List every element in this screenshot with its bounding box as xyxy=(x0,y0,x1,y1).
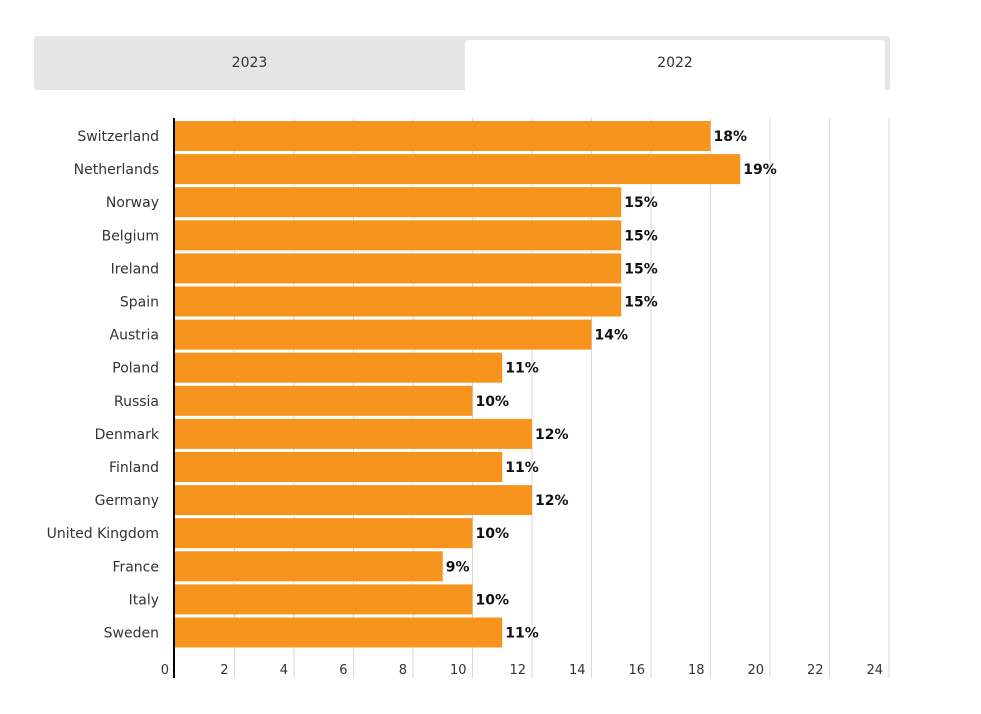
data-label: 9% xyxy=(446,559,470,575)
x-tick-label: 22 xyxy=(807,663,824,678)
tab-2023[interactable]: 2023 xyxy=(231,55,268,71)
data-label: 10% xyxy=(476,394,510,410)
x-tick-label: 20 xyxy=(747,663,764,678)
data-label: 12% xyxy=(535,427,569,443)
x-tick-label: 2 xyxy=(220,663,228,678)
category-label: Denmark xyxy=(95,427,160,443)
tab-2022[interactable]: 2022 xyxy=(465,40,885,90)
year-tabs: 2023 2022 xyxy=(34,36,890,90)
bar xyxy=(175,551,443,582)
bar xyxy=(175,187,622,218)
data-label: 10% xyxy=(476,592,510,608)
data-label: 11% xyxy=(505,626,539,642)
category-label: Belgium xyxy=(102,228,159,244)
data-label: 15% xyxy=(624,295,658,311)
bar xyxy=(175,319,592,350)
x-tick-label: 4 xyxy=(280,663,288,678)
x-tick-label: 6 xyxy=(339,663,347,678)
bar xyxy=(175,452,503,482)
x-tick-label: 18 xyxy=(688,663,705,678)
x-tick-label: 10 xyxy=(450,663,467,678)
category-label: Finland xyxy=(109,460,159,476)
category-label: Norway xyxy=(106,195,159,211)
category-label: Netherlands xyxy=(74,162,159,178)
data-label: 12% xyxy=(535,493,569,509)
data-label: 14% xyxy=(595,328,629,344)
bar xyxy=(175,220,622,251)
bar xyxy=(175,352,503,383)
x-tick-label: 24 xyxy=(866,663,883,678)
bar xyxy=(175,385,473,416)
category-label: Italy xyxy=(129,592,159,608)
data-label: 11% xyxy=(505,361,539,377)
x-tick-label: 8 xyxy=(399,663,407,678)
data-label: 19% xyxy=(743,162,777,178)
x-tick-label: 14 xyxy=(569,663,586,678)
category-label: Sweden xyxy=(104,626,159,642)
x-tick-label: 0 xyxy=(161,663,169,678)
category-label: Switzerland xyxy=(77,129,159,145)
category-label: Poland xyxy=(112,361,159,377)
bar xyxy=(175,617,503,648)
category-label: Austria xyxy=(110,328,159,344)
bar xyxy=(175,286,622,317)
bar xyxy=(175,584,473,615)
data-label: 10% xyxy=(476,526,510,542)
category-label: Ireland xyxy=(111,261,159,277)
bar xyxy=(175,518,473,549)
data-label: 15% xyxy=(624,261,658,277)
bar xyxy=(175,253,622,284)
x-tick-label: 12 xyxy=(509,663,526,678)
bar xyxy=(175,485,532,516)
bar xyxy=(175,154,741,185)
data-label: 15% xyxy=(624,228,658,244)
bar xyxy=(175,418,532,449)
data-label: 11% xyxy=(505,460,539,476)
x-tick-label: 16 xyxy=(628,663,645,678)
bar xyxy=(175,121,711,151)
category-label: United Kingdom xyxy=(47,526,159,542)
data-label: 15% xyxy=(624,195,658,211)
category-label: France xyxy=(112,559,159,575)
data-label: 18% xyxy=(714,129,748,145)
category-label: Spain xyxy=(120,295,159,311)
category-label: Germany xyxy=(95,493,159,509)
category-label: Russia xyxy=(114,394,159,410)
